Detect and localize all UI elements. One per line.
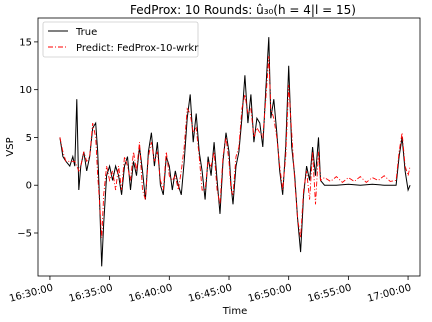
legend-label-true: True	[75, 27, 97, 38]
series-line-predict	[59, 56, 411, 238]
series-line-true	[59, 37, 411, 267]
x-axis: 16:30:00 16:35:00 16:40:00 16:45:00 16:50:00…	[8, 276, 412, 305]
legend: True Predict: FedProx-10-wrkr	[42, 21, 199, 58]
y-tick-label: 5	[26, 133, 32, 144]
x-tick-label: 16:40:00	[128, 282, 174, 304]
y-tick-label: −5	[17, 229, 32, 240]
x-tick-label: 16:35:00	[68, 282, 114, 304]
y-tick-label: 10	[19, 85, 32, 96]
x-tick-label: 16:55:00	[307, 282, 353, 304]
chart-title: FedProx: 10 Rounds: û₃₀(h = 4|l = 15)	[130, 3, 356, 17]
legend-box	[42, 21, 199, 58]
x-tick-label: 16:30:00	[8, 282, 54, 304]
x-tick-label: 16:50:00	[247, 282, 293, 304]
y-axis-label: VSP	[5, 137, 16, 156]
y-axis: −5 0 5 10 15	[17, 37, 38, 240]
y-tick-label: 15	[19, 37, 32, 48]
x-tick-label: 17:00:00	[366, 282, 412, 304]
legend-label-predict: Predict: FedProx-10-wrkr	[76, 43, 199, 54]
series-layer	[59, 37, 411, 267]
y-tick-label: 0	[26, 181, 32, 192]
x-axis-label: Time	[222, 306, 247, 317]
x-tick-label: 16:45:00	[187, 282, 233, 304]
